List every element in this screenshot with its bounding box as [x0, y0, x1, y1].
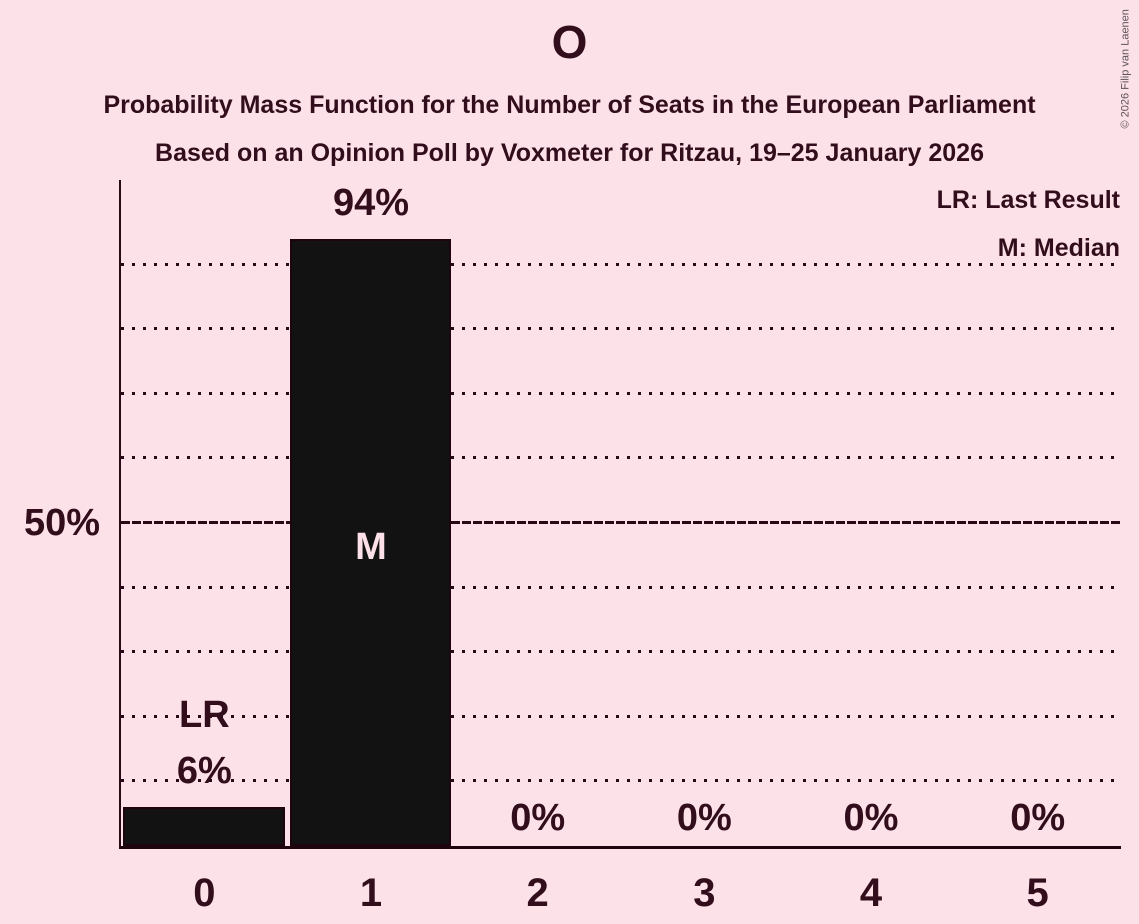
- gridline-90pct: [121, 262, 1121, 266]
- annotation-lr-label: LR: [179, 694, 230, 737]
- gridline-70pct: [121, 391, 1121, 395]
- chart-source-note: Based on an Opinion Poll by Voxmeter for…: [155, 139, 984, 167]
- x-tick-5: 5: [1026, 871, 1049, 915]
- legend-last-result: LR: Last Result: [936, 186, 1120, 214]
- plot-area: LR 6% 0 94% M 1 0% 2 0% 3 0% 4 0% 5: [119, 180, 1121, 915]
- bar-1: [289, 238, 452, 846]
- x-tick-0: 0: [193, 871, 216, 915]
- gridline-60pct: [121, 456, 1121, 460]
- gridline-40pct: [121, 585, 1121, 589]
- value-label-3: 0%: [624, 790, 784, 846]
- majority-gridline-50pct: [121, 521, 1121, 524]
- y-axis-50-label: 50%: [23, 502, 100, 544]
- value-text: 0%: [1010, 797, 1066, 839]
- value-text: 94%: [332, 181, 410, 224]
- legend-median: M: Median: [997, 234, 1120, 262]
- x-tick-2: 2: [526, 871, 549, 915]
- x-tick-4: 4: [859, 871, 883, 915]
- bar-0: [123, 807, 285, 846]
- chart-title: O: [551, 16, 588, 68]
- gridline-80pct: [121, 327, 1121, 331]
- value-label-1: 94%: [291, 175, 451, 231]
- value-text: 6%: [176, 750, 232, 793]
- x-tick-1: 1: [359, 871, 383, 915]
- gridline-10pct: [121, 779, 1121, 783]
- chart-subtitle: Probability Mass Function for the Number…: [103, 91, 1036, 119]
- gridline-20pct: [121, 714, 1121, 718]
- value-label-2: 0%: [458, 790, 618, 846]
- x-tick-3: 3: [693, 871, 716, 915]
- value-label-0: LR 6%: [124, 687, 284, 799]
- median-marker-label: M: [355, 526, 387, 568]
- value-label-5: 0%: [958, 790, 1118, 846]
- value-text: 0%: [676, 797, 732, 839]
- copyright-text: © 2026 Filip van Laenen: [1119, 9, 1132, 129]
- value-label-4: 0%: [791, 790, 951, 846]
- value-text: 0%: [843, 797, 899, 839]
- value-text: 0%: [510, 797, 566, 839]
- gridline-30pct: [121, 650, 1121, 654]
